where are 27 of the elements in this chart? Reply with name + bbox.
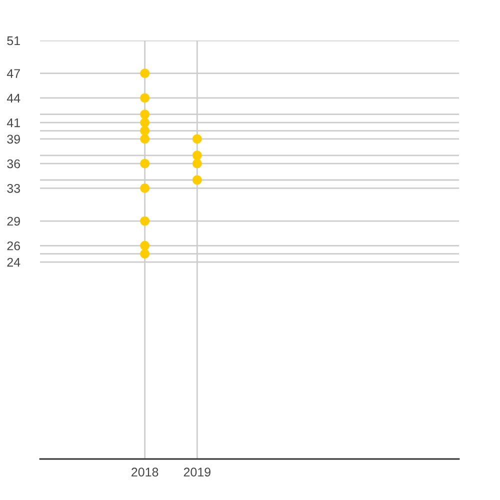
point: [140, 126, 150, 136]
y-tick-label: 44: [6, 94, 20, 102]
point: [140, 118, 150, 128]
point: [140, 183, 150, 193]
y-tick-label: 33: [7, 184, 20, 193]
point: [140, 68, 150, 78]
point: [192, 134, 202, 144]
point: [140, 134, 150, 144]
point: [140, 158, 150, 168]
point: [140, 93, 150, 103]
y-tick-label: 26: [7, 241, 20, 250]
point: [140, 216, 150, 226]
x-tick-label: 2018: [132, 468, 158, 477]
x-tick-label: 2019: [184, 468, 210, 477]
y-tick-label: 24: [7, 258, 20, 267]
point: [192, 158, 202, 168]
y-tick-label: 29: [7, 216, 20, 226]
point: [140, 249, 150, 259]
y-tick-label: 41: [6, 118, 20, 128]
y-tick-label: 51: [7, 36, 20, 46]
point: [140, 240, 150, 250]
y-tick-label: 47: [6, 69, 20, 78]
point: [192, 150, 202, 160]
point: [192, 175, 202, 185]
y-tick-label: 39: [7, 134, 20, 144]
point: [140, 110, 150, 120]
y-tick-label: 36: [7, 159, 20, 168]
